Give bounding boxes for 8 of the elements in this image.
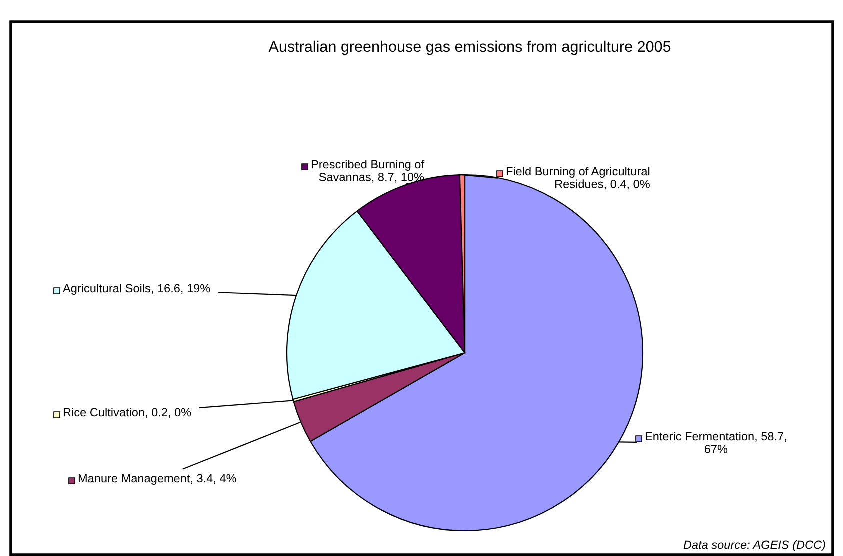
legend-label: Manure Management, 3.4, 4%	[78, 474, 236, 486]
chart-title: Australian greenhouse gas emissions from agriculture 2005	[268, 40, 671, 56]
legend-label: Rice Cultivation, 0.2, 0%	[64, 408, 192, 418]
legend-label: Field Burning of Agricultural Residues, 0.4, 0%	[506, 167, 650, 190]
source-note: Data source: AGEIS (DCC)	[684, 540, 826, 552]
legend-label: Enteric Fermentation, 58.7, 67%	[646, 432, 786, 454]
legend-label: Prescribed Burning of Savannas, 8.7, 10%	[312, 160, 425, 183]
legend-label: Agricultural Soils, 16.6, 19%	[63, 284, 210, 296]
